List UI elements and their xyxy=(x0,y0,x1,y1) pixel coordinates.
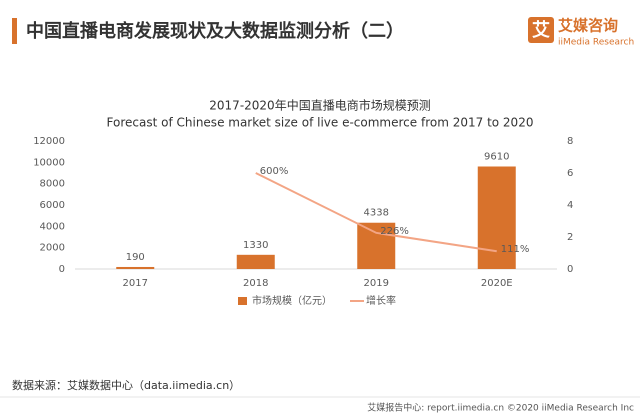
logo-icon: 艾 xyxy=(532,19,550,41)
line-value-label: 600% xyxy=(260,166,289,177)
x-tick-label: 2020E xyxy=(481,278,513,289)
bar-value-label: 4338 xyxy=(364,208,389,219)
y2-tick-label: 8 xyxy=(567,136,573,147)
title-accent xyxy=(12,18,17,44)
bar xyxy=(357,222,396,269)
bar-value-label: 190 xyxy=(126,252,145,263)
y2-tick-label: 4 xyxy=(567,200,573,211)
legend-swatch xyxy=(238,297,247,305)
bar-value-label: 9610 xyxy=(484,151,509,162)
y-tick-label: 4000 xyxy=(40,221,65,232)
y-tick-label: 2000 xyxy=(40,243,65,254)
copyright: 艾媒报告中心: report.iimedia.cn ©2020 iiMedia … xyxy=(367,402,634,414)
x-tick-label: 2017 xyxy=(123,278,148,289)
line-value-label: 226% xyxy=(380,226,409,237)
page-title: 中国直播电商发展现状及大数据监测分析（二） xyxy=(26,20,404,42)
y-tick-label: 10000 xyxy=(33,157,65,168)
bar xyxy=(116,266,155,269)
x-tick-label: 2019 xyxy=(364,278,389,289)
logo-sub: iiMedia Research xyxy=(558,38,634,48)
bar xyxy=(477,166,516,269)
line-value-label: 111% xyxy=(501,244,530,255)
logo-text: 艾媒咨询 xyxy=(558,17,618,35)
x-tick-label: 2018 xyxy=(243,278,268,289)
chart-subtitle: Forecast of Chinese market size of live … xyxy=(107,116,534,130)
y2-tick-label: 0 xyxy=(567,264,573,275)
chart-title: 2017-2020年中国直播电商市场规模预测 xyxy=(209,98,430,113)
source: 数据来源：艾媒数据中心（data.iimedia.cn） xyxy=(12,378,240,392)
y-tick-label: 8000 xyxy=(40,179,65,190)
logo-icon-box xyxy=(528,17,554,43)
y-tick-label: 6000 xyxy=(40,200,65,211)
bar-value-label: 1330 xyxy=(243,240,268,251)
growth-line xyxy=(255,172,497,253)
y-tick-label: 12000 xyxy=(33,136,65,147)
y2-tick-label: 2 xyxy=(567,232,573,243)
y2-tick-label: 6 xyxy=(567,168,573,179)
bar xyxy=(236,254,275,269)
legend-label: 市场规模（亿元） xyxy=(252,294,332,307)
y-tick-label: 0 xyxy=(59,264,65,275)
legend-label: 增长率 xyxy=(366,294,396,307)
